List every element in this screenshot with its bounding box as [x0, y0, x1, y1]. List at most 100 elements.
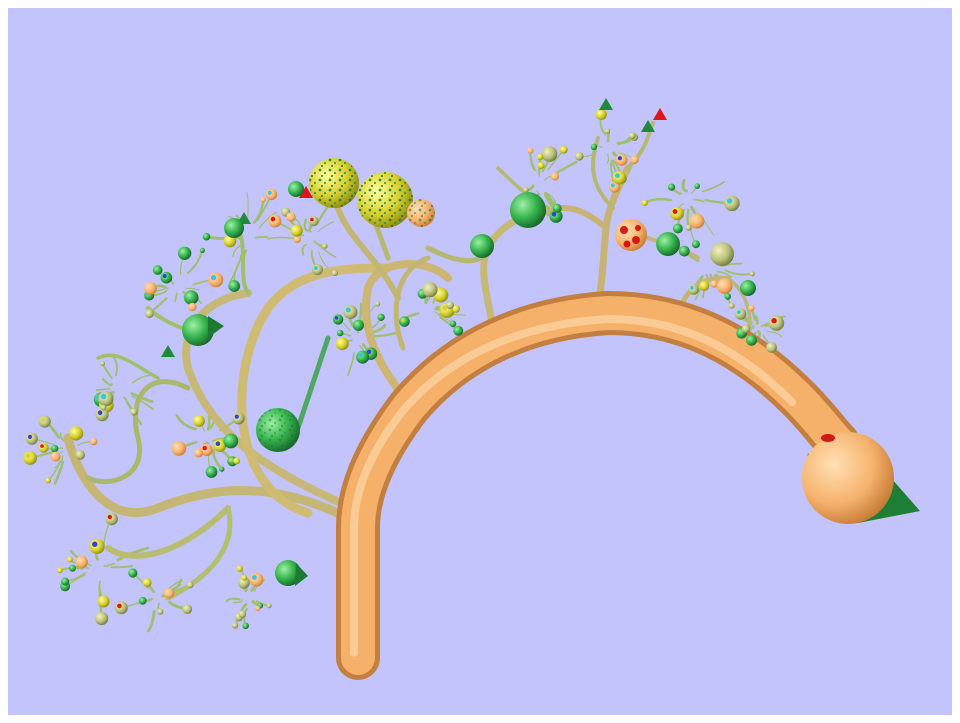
bud — [615, 154, 628, 166]
cone-tip — [161, 345, 175, 357]
green-sphere-upper-left — [224, 218, 244, 238]
bud — [202, 232, 211, 241]
bud — [163, 588, 175, 599]
green-sphere-left-big — [182, 314, 214, 346]
green-sphere-center — [470, 234, 494, 258]
bud — [741, 324, 751, 333]
bud — [236, 565, 243, 572]
branch-left-down — [105, 505, 231, 559]
bud — [453, 325, 464, 336]
khaki-sphere-right — [710, 242, 734, 266]
bud-spot — [442, 305, 448, 311]
bud — [242, 622, 249, 630]
bud — [23, 451, 37, 465]
twig — [185, 287, 200, 291]
branch-left-down2 — [165, 505, 233, 601]
twig — [318, 244, 337, 258]
bud — [160, 271, 173, 284]
red-spotted-sphere — [615, 219, 647, 251]
cone-tip — [299, 186, 313, 198]
bud — [50, 451, 61, 462]
green-sphere-left-cone — [208, 316, 224, 338]
bud-spot — [610, 183, 615, 188]
bud — [552, 203, 562, 213]
bud-spot — [334, 316, 339, 320]
bud — [691, 240, 700, 249]
bud — [208, 272, 224, 288]
terminal-red-spot — [821, 434, 835, 442]
bud — [61, 577, 70, 586]
bud — [100, 360, 106, 366]
bud — [724, 195, 740, 212]
bud — [182, 604, 193, 614]
twig — [175, 414, 197, 431]
twig — [54, 455, 64, 469]
bud — [689, 213, 705, 229]
branch-center-7 — [295, 335, 331, 431]
twig — [110, 565, 133, 569]
bud — [399, 316, 410, 327]
bud — [630, 155, 639, 164]
bud-spot — [40, 417, 46, 422]
bud — [194, 448, 203, 458]
bud — [177, 246, 192, 260]
bud — [293, 235, 302, 243]
bud-spot — [345, 307, 351, 313]
bud — [25, 432, 38, 445]
bud — [94, 611, 109, 626]
bud — [728, 302, 735, 309]
bud-spot — [215, 441, 221, 447]
bud — [748, 304, 755, 312]
bud — [734, 308, 747, 320]
bud — [694, 183, 700, 189]
bud — [232, 412, 245, 425]
bud — [422, 282, 438, 298]
branch-left-outer — [63, 433, 353, 523]
twig — [757, 330, 761, 339]
bud — [219, 466, 225, 472]
bud — [375, 301, 381, 307]
bud — [290, 224, 303, 237]
bud — [527, 147, 534, 154]
bud — [69, 426, 84, 441]
bud-spot — [92, 541, 98, 547]
bud — [343, 305, 358, 320]
bud — [673, 223, 683, 234]
bud — [612, 170, 627, 185]
bud-spot — [551, 211, 557, 217]
green-sphere-right-low — [740, 280, 756, 296]
bud — [446, 301, 454, 309]
bud — [452, 305, 461, 313]
bud — [749, 271, 755, 277]
twig — [347, 352, 355, 377]
bud-spot — [617, 156, 623, 161]
branch-left-loop — [237, 263, 393, 518]
bud — [352, 319, 364, 331]
bud — [128, 568, 138, 578]
bud — [699, 280, 710, 291]
featured-spheres — [182, 158, 756, 586]
bud — [268, 214, 282, 228]
twig — [229, 254, 242, 283]
twig — [131, 395, 155, 411]
bud-spot — [40, 444, 44, 448]
branch-left-upper3 — [96, 353, 160, 380]
twig — [232, 599, 243, 604]
bud — [105, 512, 118, 526]
bud — [38, 415, 51, 428]
bud — [604, 128, 611, 134]
bud — [231, 622, 239, 629]
bud — [130, 408, 138, 416]
green-sphere-upper-left2 — [288, 181, 304, 197]
bud — [641, 199, 648, 206]
bud — [331, 269, 338, 277]
bud — [249, 572, 264, 587]
bud — [188, 302, 197, 312]
cone-tip — [599, 98, 613, 110]
bud-spot — [25, 453, 31, 459]
bud — [312, 264, 323, 276]
bud — [710, 280, 718, 288]
green-sphere-bottom-cone — [295, 563, 308, 586]
bud-spot — [117, 603, 122, 609]
twig — [246, 192, 249, 221]
